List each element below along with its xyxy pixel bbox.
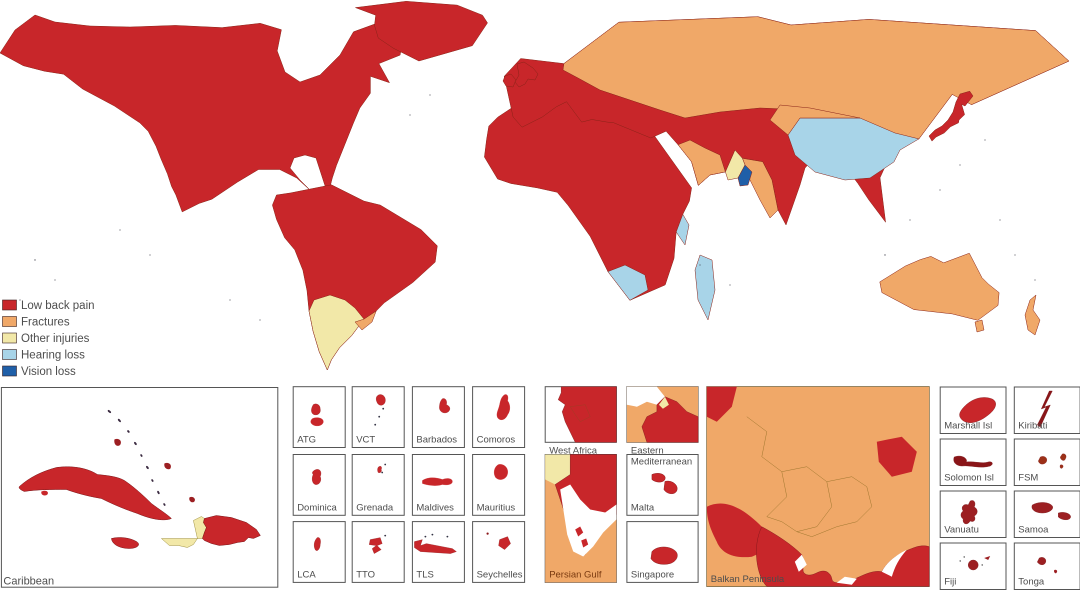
svg-text:Mauritius: Mauritius	[477, 502, 516, 513]
svg-text:Malta: Malta	[631, 502, 655, 513]
svg-text:Mediterranean: Mediterranean	[631, 457, 692, 468]
svg-text:Tonga: Tonga	[1018, 577, 1045, 588]
svg-text:Persian Gulf: Persian Gulf	[549, 569, 602, 580]
svg-text:TLS: TLS	[416, 569, 433, 580]
svg-text:Dominica: Dominica	[297, 502, 337, 513]
svg-text:Barbados: Barbados	[416, 435, 457, 446]
svg-text:Eastern: Eastern	[631, 446, 664, 457]
svg-text:Comoros: Comoros	[477, 435, 516, 446]
svg-text:Low back pain: Low back pain	[21, 300, 95, 312]
svg-text:Singapore: Singapore	[631, 569, 674, 580]
svg-text:LCA: LCA	[297, 569, 316, 580]
svg-text:Samoa: Samoa	[1018, 525, 1049, 536]
svg-text:Grenada: Grenada	[356, 502, 394, 513]
svg-text:Hearing loss: Hearing loss	[21, 350, 85, 362]
svg-text:Vision loss: Vision loss	[21, 366, 76, 378]
svg-text:Fractures: Fractures	[21, 317, 70, 329]
svg-text:FSM: FSM	[1018, 473, 1038, 484]
svg-text:Seychelles: Seychelles	[477, 569, 523, 580]
svg-text:Marshall Isl: Marshall Isl	[944, 421, 992, 432]
svg-text:Vanuatu: Vanuatu	[944, 525, 979, 536]
svg-text:ATG: ATG	[297, 435, 316, 446]
svg-text:Balkan Peninsula: Balkan Peninsula	[711, 574, 785, 585]
svg-text:Solomon Isl: Solomon Isl	[944, 473, 994, 484]
svg-text:Kiribati: Kiribati	[1018, 421, 1047, 432]
svg-text:Maldives: Maldives	[416, 502, 454, 513]
svg-text:TTO: TTO	[356, 569, 375, 580]
svg-text:Caribbean: Caribbean	[3, 576, 54, 588]
svg-text:Fiji: Fiji	[944, 577, 956, 588]
svg-text:VCT: VCT	[356, 435, 375, 446]
svg-text:West Africa: West Africa	[549, 446, 598, 457]
svg-text:Other injuries: Other injuries	[21, 333, 90, 345]
